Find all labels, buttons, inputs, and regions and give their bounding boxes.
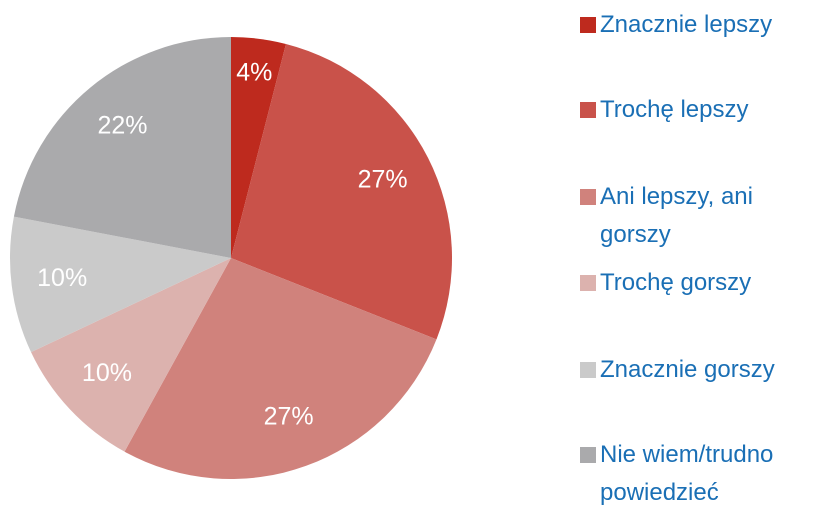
legend-item: Trochę gorszy — [580, 264, 830, 302]
data-label: 4% — [236, 58, 272, 86]
legend-item: Ani lepszy, ani gorszy — [580, 178, 830, 254]
legend-swatch — [580, 102, 596, 118]
legend-swatch — [580, 275, 596, 291]
data-label: 22% — [98, 111, 148, 139]
legend-swatch — [580, 447, 596, 463]
legend-label: Nie wiem/trudno powiedzieć — [600, 441, 774, 506]
legend-label: Znacznie lepszy — [600, 11, 773, 38]
legend-label: Znacznie gorszy — [600, 356, 775, 383]
data-label: 10% — [82, 359, 132, 387]
legend-swatch — [580, 189, 596, 205]
legend-item: Trochę lepszy — [580, 91, 830, 129]
pie-slice — [31, 258, 232, 452]
legend-label: Ani lepszy, ani gorszy — [600, 183, 753, 248]
data-label: 10% — [37, 264, 87, 292]
legend-label: Trochę gorszy — [600, 269, 752, 296]
legend-item: Nie wiem/trudno powiedzieć — [580, 436, 830, 510]
pie-slice — [231, 37, 286, 258]
legend-label: Trochę lepszy — [600, 96, 749, 123]
legend-swatch — [580, 362, 596, 378]
legend-swatch — [580, 17, 596, 33]
pie-slice — [124, 258, 437, 480]
legend-item: Znacznie gorszy — [580, 351, 830, 389]
pie-slice — [13, 37, 231, 258]
data-label: 27% — [358, 165, 408, 193]
legend-item: Znacznie lepszy — [580, 6, 830, 44]
pie-slice — [9, 216, 231, 353]
data-label: 27% — [264, 403, 314, 431]
pie-slice — [231, 43, 452, 340]
pie: 4% 27% 27% 10% 10% 22% — [9, 37, 452, 480]
